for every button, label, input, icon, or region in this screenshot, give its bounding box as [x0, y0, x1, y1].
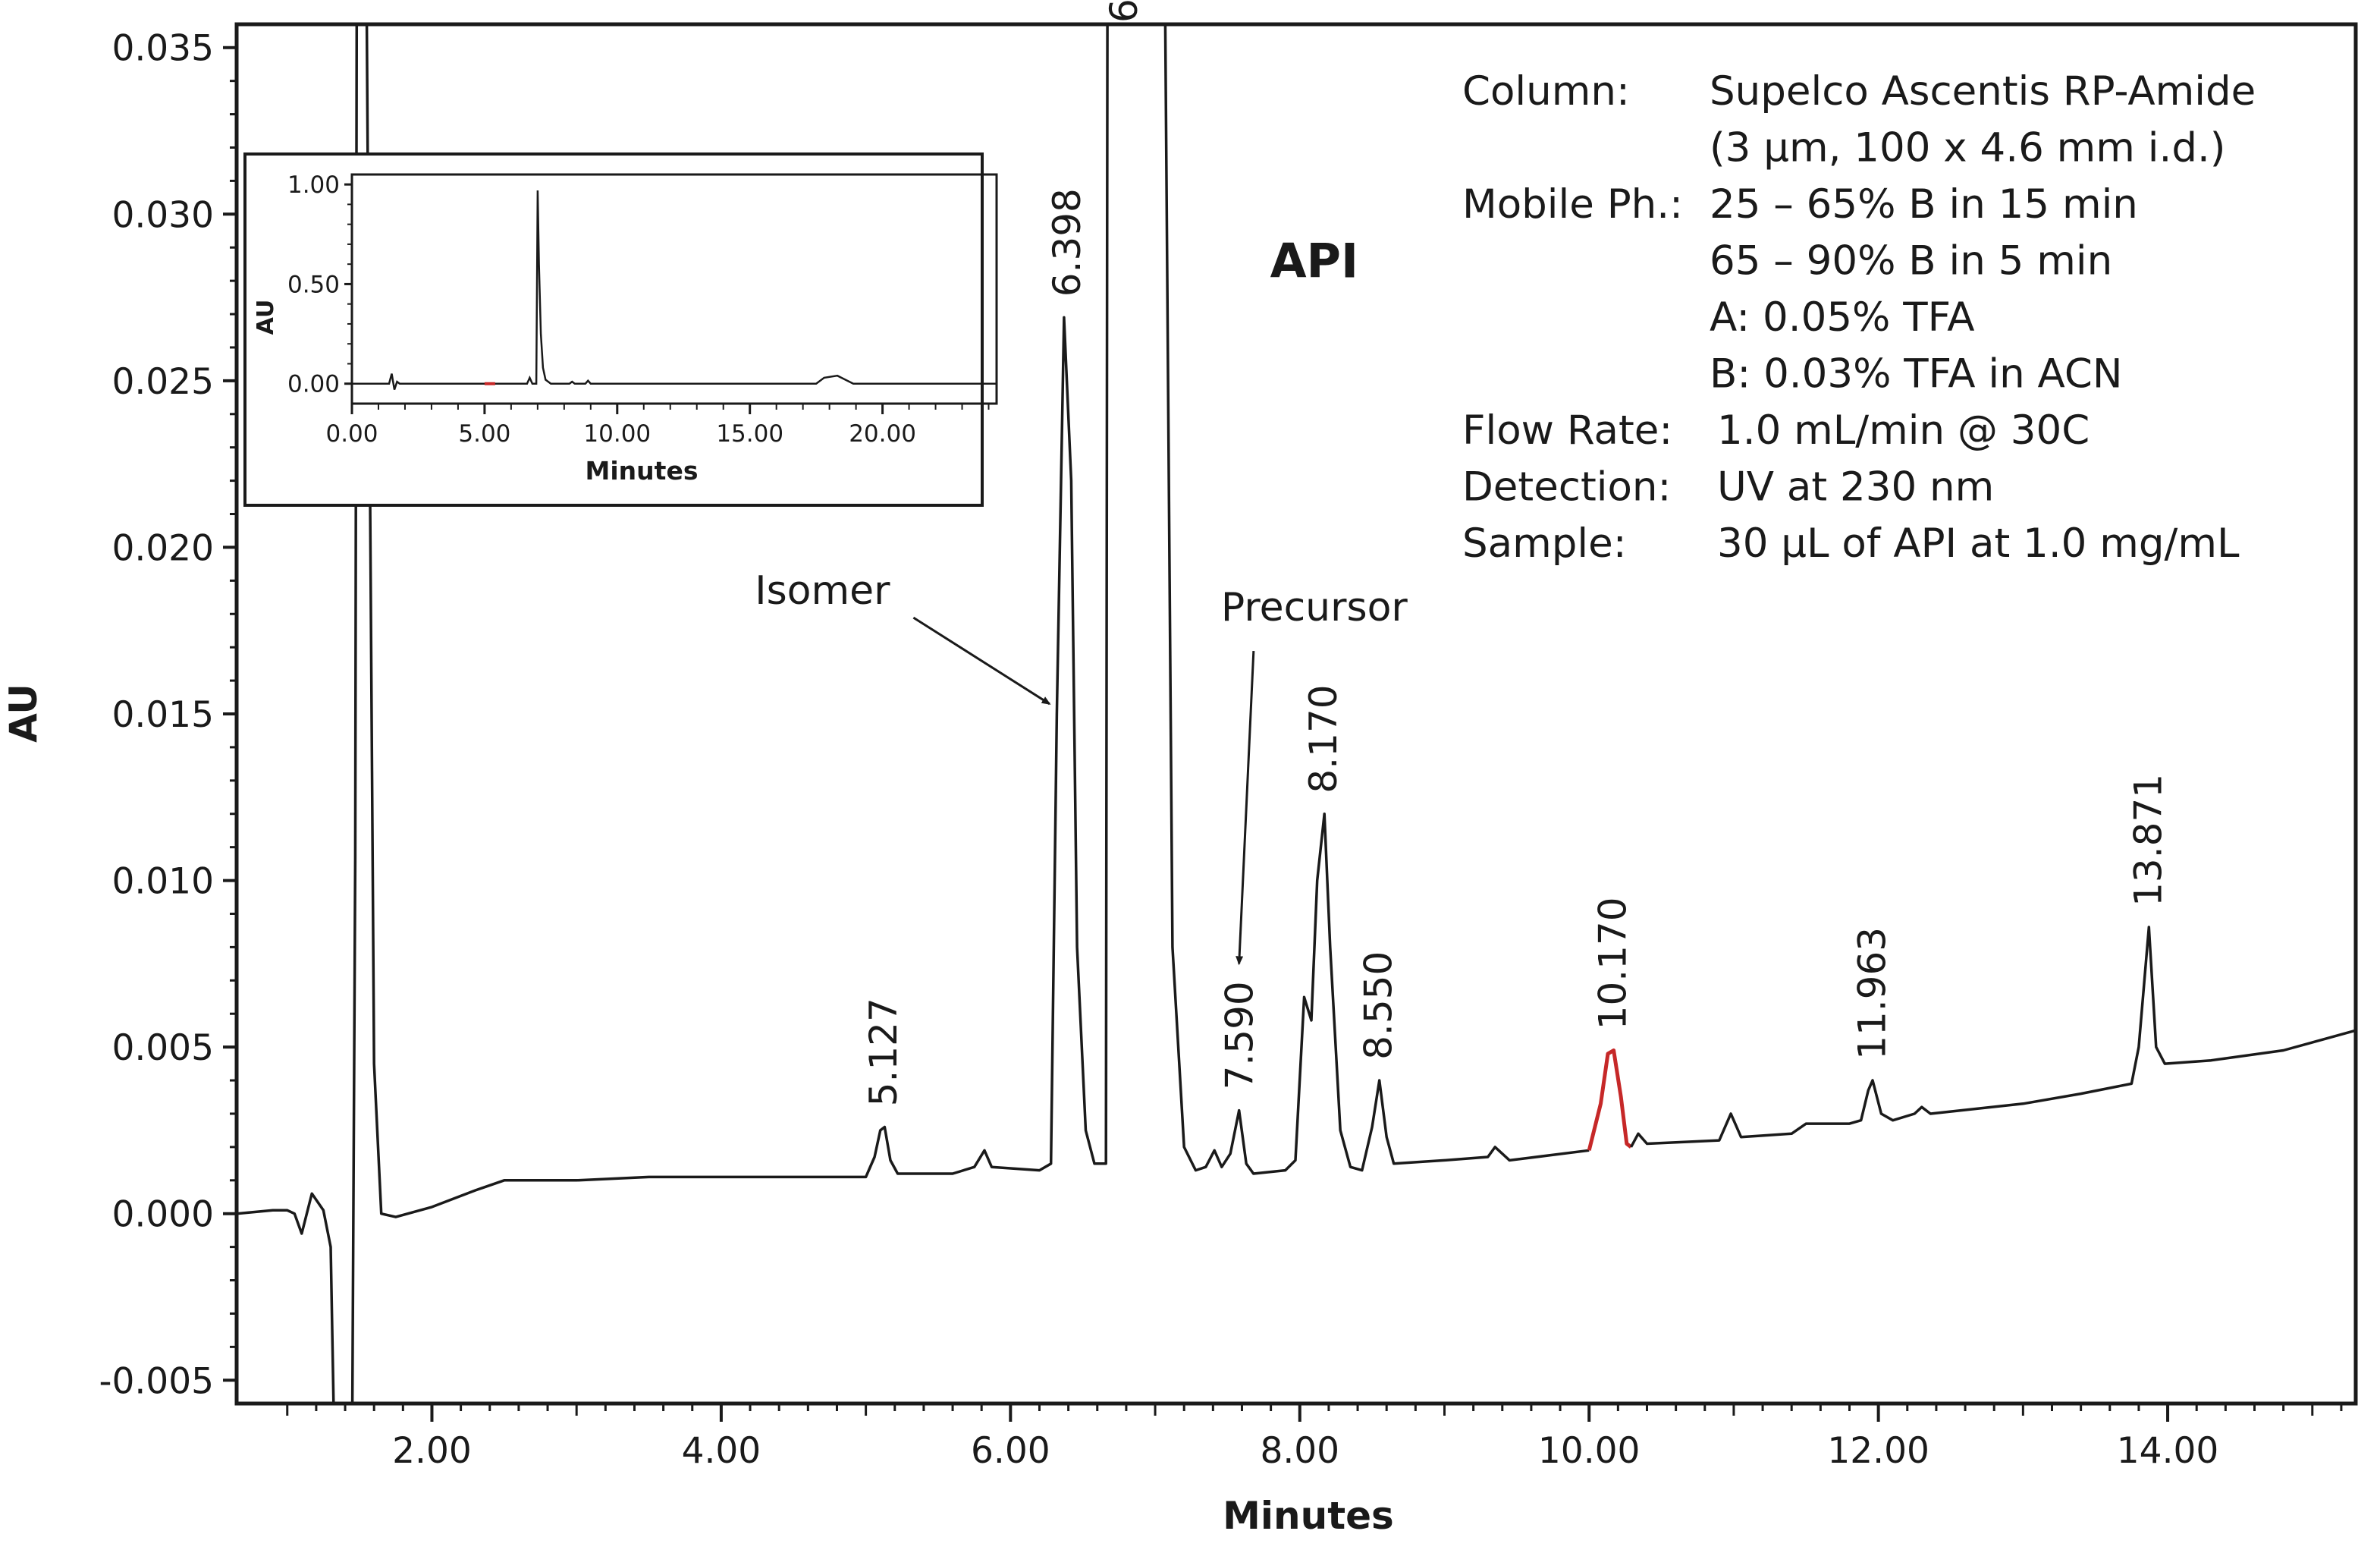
x-tick-label: 4.00 — [682, 1430, 761, 1472]
precursor-annotation: Precursor — [1221, 585, 1408, 630]
condition-value: Supelco Ascentis RP-Amide — [1710, 68, 2256, 115]
main-traces — [236, 23, 2356, 1405]
annotations: API Isomer Precursor — [755, 234, 1408, 966]
condition-value: 1.0 mL/min @ 30C — [1717, 407, 2090, 454]
chromatogram-trace — [1629, 926, 2356, 1148]
y-axis-title: AU — [2, 684, 46, 743]
x-tick-label: 12.00 — [1827, 1430, 1929, 1472]
inset-x-tick-label: 5.00 — [458, 420, 510, 448]
peak-label: 11.963 — [1851, 927, 1895, 1060]
inset-y-tick-label: 0.50 — [287, 271, 340, 298]
inset-chart: 0.00 5.00 10.00 15.00 20.00 0.00 0.50 1.00 Min… — [243, 152, 998, 507]
inset-traces — [352, 190, 997, 390]
y-tick-label: 0.035 — [111, 28, 214, 70]
x-tick-label: 10.00 — [1538, 1430, 1641, 1472]
inset-x-axis-title: Minutes — [586, 456, 699, 486]
condition-key: Detection: — [1462, 464, 1671, 511]
y-tick-label: 0.005 — [111, 1027, 214, 1069]
peak-label: 8.550 — [1357, 951, 1401, 1060]
x-tick-label: 8.00 — [1260, 1430, 1339, 1472]
y-tick-label: 0.030 — [111, 194, 214, 236]
api-annotation: API — [1270, 234, 1359, 289]
condition-value: A: 0.05% TFA — [1710, 294, 1975, 341]
peak-label: 5.127 — [862, 998, 906, 1106]
inset-chromatogram-trace — [352, 190, 997, 390]
inset-y-axis-ticks: 0.00 0.50 1.00 — [287, 171, 352, 398]
condition-value: 30 µL of API at 1.0 mg/mL — [1717, 520, 2240, 567]
isomer-annotation: Isomer — [755, 568, 890, 614]
y-tick-label: 0.025 — [111, 361, 214, 403]
inset-y-axis-title: AU — [253, 300, 279, 335]
inset-x-axis-ticks: 0.00 5.00 10.00 15.00 20.00 — [325, 404, 990, 448]
y-tick-label: -0.005 — [99, 1360, 214, 1402]
inset-x-tick-label: 0.00 — [325, 420, 378, 448]
condition-key: Mobile Ph.: — [1462, 181, 1683, 228]
peak-label: 7.590 — [1218, 981, 1262, 1089]
condition-value: 25 – 65% B in 15 min — [1710, 181, 2138, 228]
inset-x-tick-label: 20.00 — [849, 420, 916, 448]
inset-y-tick-label: 1.00 — [287, 171, 340, 199]
condition-key: Sample: — [1462, 520, 1627, 567]
precursor-arrow — [1236, 650, 1255, 966]
condition-value: B: 0.03% TFA in ACN — [1710, 351, 2123, 398]
isomer-arrow — [912, 616, 1051, 706]
x-tick-label: 14.00 — [2117, 1430, 2219, 1472]
y-tick-label: 0.000 — [111, 1194, 214, 1236]
x-axis-ticks: 2.00 4.00 6.00 8.00 10.00 12.00 14.00 — [286, 1404, 2343, 1472]
peak-label: 6.398 — [1045, 188, 1089, 297]
inset-x-tick-label: 10.00 — [583, 420, 651, 448]
peak-label: 6.792 — [1102, 0, 1146, 23]
chromatogram-trace — [236, 23, 1590, 1405]
condition-value: UV at 230 nm — [1717, 464, 1994, 511]
x-tick-label: 2.00 — [392, 1430, 472, 1472]
condition-key: Flow Rate: — [1462, 407, 1672, 454]
peak-labels: 6.792 6.398 5.127 7.590 8.170 8.550 10.170 11.9… — [862, 0, 2171, 1106]
inset-y-tick-label: 0.00 — [287, 371, 340, 398]
y-tick-label: 0.020 — [111, 527, 214, 569]
highlighted-peak-trace — [1587, 1048, 1633, 1151]
conditions-block: Column: Supelco Ascentis RP-Amide (3 µm, 1… — [1462, 68, 2256, 567]
condition-value: (3 µm, 100 x 4.6 mm i.d.) — [1710, 125, 2226, 171]
inset-box — [243, 152, 984, 507]
y-axis-ticks: -0.005 0.000 0.005 0.010 0.015 0.020 0.025 0.03… — [99, 28, 237, 1402]
y-tick-label: 0.015 — [111, 694, 214, 736]
peak-label: 10.170 — [1591, 897, 1635, 1030]
condition-value: 65 – 90% B in 5 min — [1710, 238, 2112, 285]
inset-x-tick-label: 15.00 — [716, 420, 783, 448]
x-axis-title: Minutes — [1223, 1494, 1394, 1538]
peak-label: 13.871 — [2126, 774, 2170, 907]
y-tick-label: 0.010 — [111, 861, 214, 903]
condition-key: Column: — [1462, 68, 1630, 115]
peak-label: 8.170 — [1301, 684, 1345, 793]
x-tick-label: 6.00 — [971, 1430, 1050, 1472]
inset-plot-frame — [350, 173, 998, 405]
